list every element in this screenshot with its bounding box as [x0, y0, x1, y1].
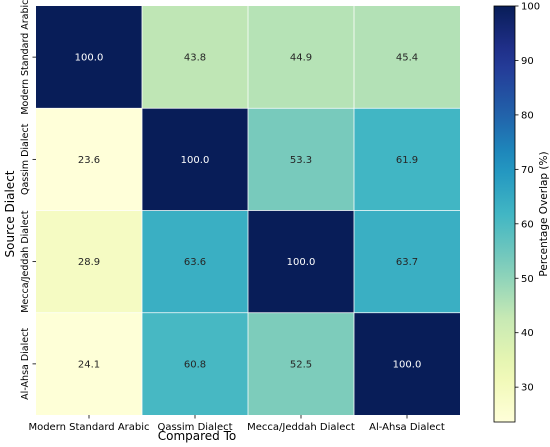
x-tick-label-2: Mecca/Jeddah Dialect — [247, 422, 355, 433]
cell-label-r1-c3: 61.9 — [396, 155, 418, 166]
cell-label-r0-c1: 43.8 — [184, 53, 206, 64]
y-tick-label-1: Qassim Dialect — [20, 123, 31, 195]
y-axis-title: Source Dialect — [3, 170, 17, 257]
colorbar-tick-label-2: 50 — [521, 274, 534, 285]
colorbar-title: Percentage Overlap (%) — [538, 151, 550, 276]
cell-label-r3-c3: 100.0 — [393, 359, 422, 370]
cell-label-r0-c0: 100.0 — [75, 53, 104, 64]
colorbar-tick-label-4: 70 — [521, 165, 534, 176]
y-tick-label-2: Mecca/Jeddah Dialect — [20, 210, 31, 313]
colorbar-tick-label-7: 100 — [521, 2, 540, 13]
cell-borders — [36, 6, 460, 415]
colorbar-gradient — [493, 5, 516, 423]
cell-label-r1-c2: 53.3 — [290, 155, 312, 166]
y-tick-label-3: Al-Ahsa Dialect — [20, 328, 31, 400]
heatmap-cell-r3-c0 — [36, 312, 142, 415]
colorbar: 30 40 50 60 70 80 90 100 Percentage Overlap (%) — [493, 2, 550, 423]
y-tick-label-0: Modern Standard Arabic — [20, 0, 31, 115]
heatmap-cell-r3-c3 — [354, 312, 460, 415]
heatmap-cell-r1-c1 — [142, 108, 248, 211]
cell-value-labels: 100.0 43.8 44.9 45.4 23.6 100.0 53.3 61.9 28.9 63… — [75, 53, 422, 371]
cell-label-r3-c1: 60.8 — [184, 359, 206, 370]
cell-label-r2-c3: 63.7 — [396, 257, 418, 268]
heatmap-cell-r0-c1 — [142, 6, 248, 109]
x-tick-label-3: Al-Ahsa Dialect — [369, 422, 445, 433]
cell-label-r0-c3: 45.4 — [396, 53, 418, 64]
heatmap-cell-r0-c0 — [36, 6, 142, 109]
colorbar-tick-label-1: 40 — [521, 328, 534, 339]
cell-label-r3-c2: 52.5 — [290, 359, 312, 370]
heatmap-cell-r1-c0 — [36, 108, 142, 211]
y-axis: Modern Standard Arabic Qassim Dialect Mecc… — [20, 0, 36, 400]
cell-label-r2-c0: 28.9 — [78, 257, 100, 268]
heatmap-cell-r2-c0 — [36, 210, 142, 313]
heatmap-cell-r2-c3 — [354, 210, 460, 313]
heatmap-cell-r1-c3 — [354, 108, 460, 211]
colorbar-tick-label-3: 60 — [521, 219, 534, 230]
x-axis-title: Compared To — [158, 429, 237, 443]
colorbar-tick-label-5: 80 — [521, 110, 534, 121]
cell-label-r1-c0: 23.6 — [78, 155, 100, 166]
colorbar-tick-label-0: 30 — [521, 383, 534, 394]
heatmap-cells — [36, 6, 460, 415]
colorbar-tick-label-6: 90 — [521, 56, 534, 67]
heatmap-cell-r0-c2 — [248, 6, 354, 109]
heatmap-cell-r3-c2 — [248, 312, 354, 415]
x-axis: Modern Standard Arabic Qassim Dialect Mecc… — [28, 415, 445, 433]
heatmap-cell-r3-c1 — [142, 312, 248, 415]
heatmap-cell-r1-c2 — [248, 108, 354, 211]
heatmap-cell-r2-c2 — [248, 210, 354, 313]
colorbar-ticks: 30 40 50 60 70 80 90 100 — [515, 2, 540, 394]
cell-label-r2-c2: 100.0 — [287, 257, 316, 268]
cell-label-r2-c1: 63.6 — [184, 257, 206, 268]
cell-label-r0-c2: 44.9 — [290, 53, 312, 64]
cell-label-r3-c0: 24.1 — [78, 359, 100, 370]
heatmap-cell-r0-c3 — [354, 6, 460, 109]
cell-label-r1-c1: 100.0 — [181, 155, 210, 166]
x-tick-label-1: Qassim Dialect — [157, 422, 232, 433]
x-tick-label-0: Modern Standard Arabic — [28, 422, 149, 433]
heatmap-cell-r2-c1 — [142, 210, 248, 313]
